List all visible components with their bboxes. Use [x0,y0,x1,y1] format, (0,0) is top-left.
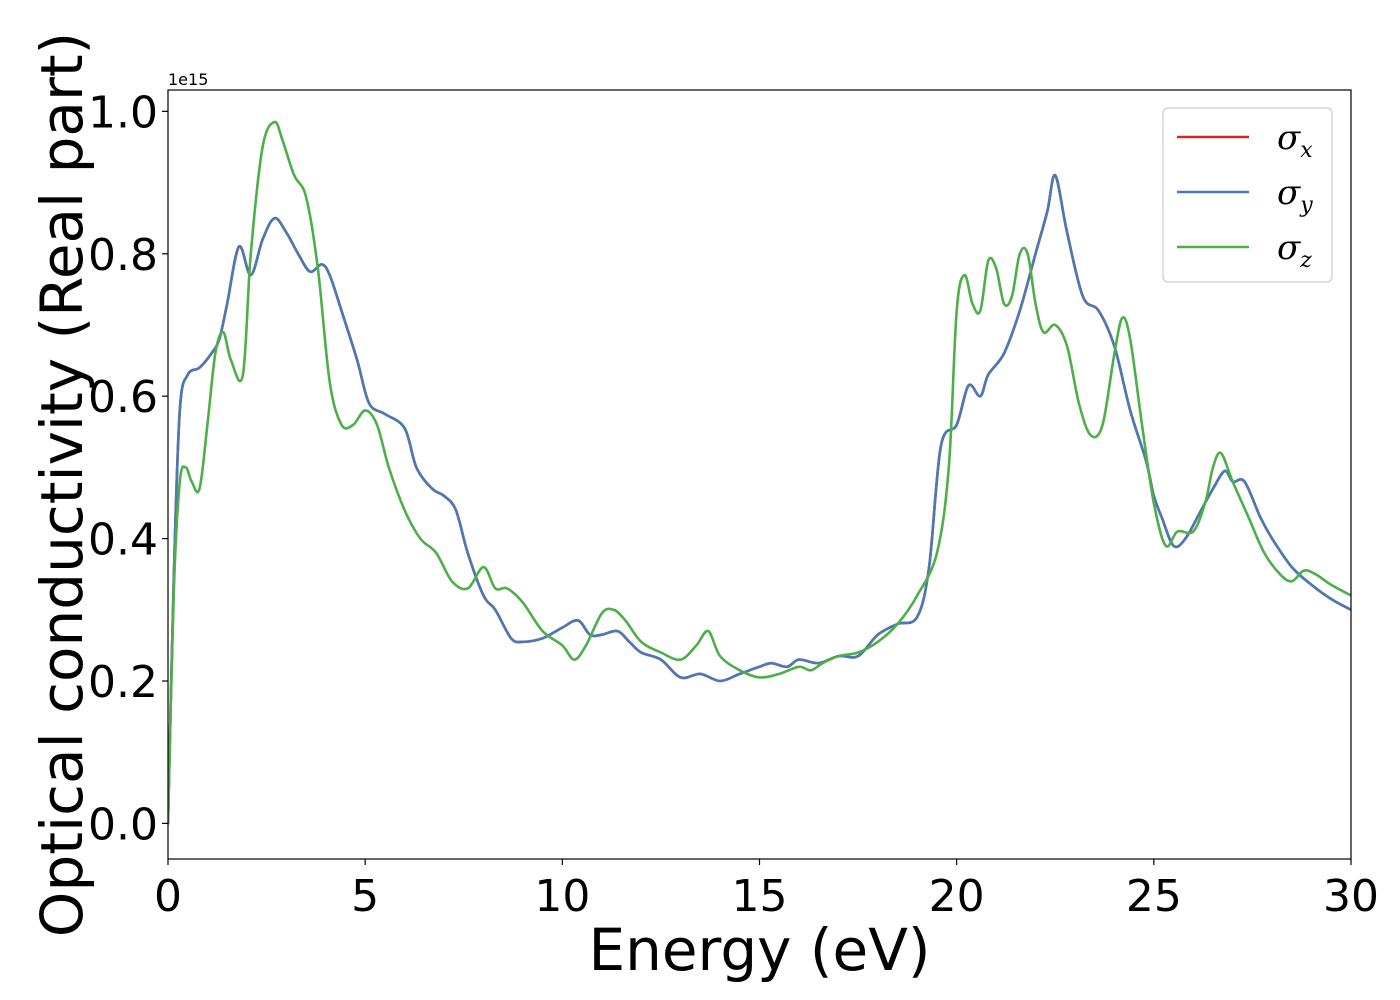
y-tick-label: 1.0 [88,87,158,138]
series-line-z [168,120,1351,825]
y-tick-label: 0.6 [88,372,158,423]
legend-box [1162,107,1333,283]
series-layer [168,120,1351,825]
x-tick-label: 20 [929,871,985,922]
y-tick-label: 0.2 [88,657,158,708]
y-tick-label: 0.4 [88,515,158,566]
x-axis-title: Energy (eV) [588,916,930,984]
y-axis: 0.0 0.2 0.4 0.6 0.8 1.0 [88,87,168,850]
y-tick-label: 0.0 [88,799,158,850]
y-tick-label: 0.8 [88,230,158,281]
x-tick-label: 0 [154,871,182,922]
x-tick-label: 10 [534,871,590,922]
x-tick-label: 5 [351,871,379,922]
x-axis: 0 5 10 15 20 25 30 [154,859,1379,922]
y-axis-title: Optical conductivity (Real part) [28,32,96,937]
x-tick-label: 25 [1126,871,1182,922]
x-tick-label: 15 [732,871,788,922]
x-tick-label: 30 [1323,871,1379,922]
y-offset-label: 1e15 [168,70,208,89]
